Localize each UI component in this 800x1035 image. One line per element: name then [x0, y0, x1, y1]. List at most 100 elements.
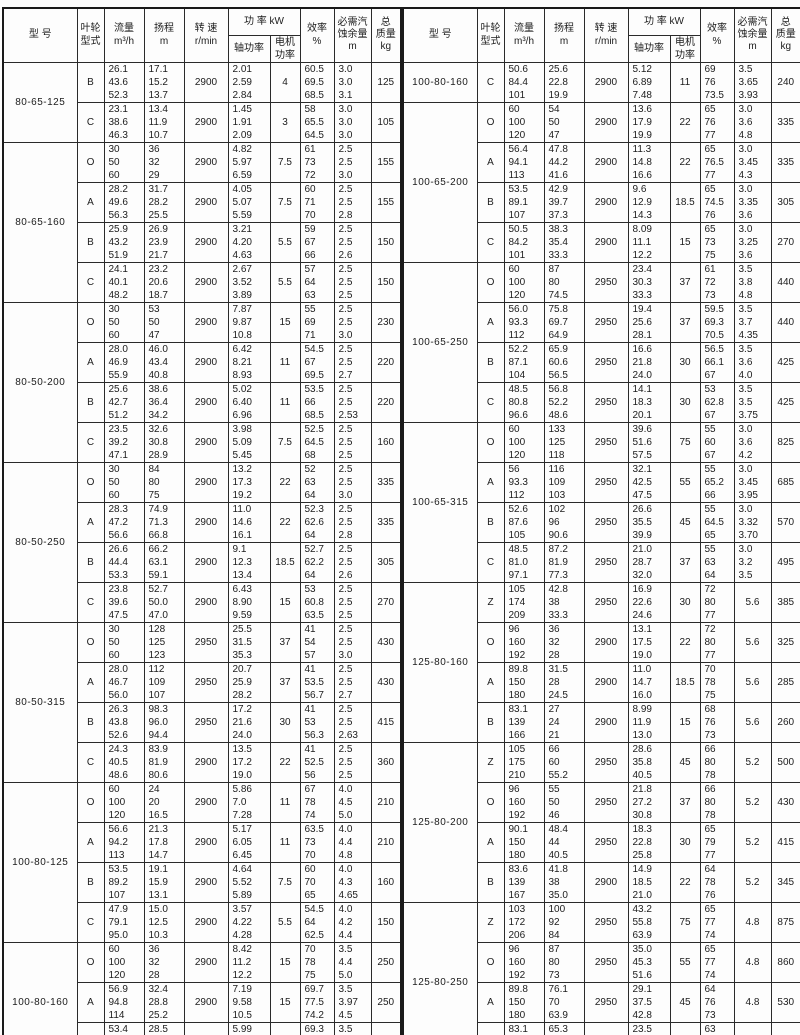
efficiency-cell-value: 64.5 — [704, 516, 724, 528]
efficiency-cell-value: 54.5 — [304, 343, 324, 355]
efficiency-cell: 55 64.5 65 — [699, 501, 735, 543]
npsh-cell-value: 4.8 — [738, 289, 753, 301]
shaft-power-cell: 6.42 8.21 8.93 — [227, 341, 271, 383]
head-cell-value: 90.6 — [548, 529, 568, 541]
head-cell: 21.3 17.8 14.7 — [143, 821, 185, 863]
head-cell-value: 25.6 — [548, 63, 568, 75]
flow-cell-value: 46.9 — [108, 356, 128, 368]
head-cell-value: 41.8 — [548, 863, 568, 875]
npsh-cell: 3.0 3.0 3.0 — [333, 101, 372, 143]
flow-cell: 50.5 84.2 101 — [503, 221, 545, 263]
motor-power-cell: 75 — [669, 421, 701, 463]
efficiency-cell-value: 78 — [304, 956, 316, 968]
shaft-power-cell: 9.1 12.3 13.4 — [227, 541, 271, 583]
efficiency-cell-value: 78 — [704, 876, 716, 888]
head-cell: 31.5 28 24.5 — [543, 661, 585, 703]
motor-power-cell: 7.5 — [269, 141, 301, 183]
head-cell: 65.9 60.6 56.5 — [543, 341, 585, 383]
mass-cell: 530 — [770, 981, 800, 1023]
shaft-power-cell: 9.6 12.9 14.3 — [627, 181, 671, 223]
shaft-power-cell-value: 43.2 — [632, 903, 652, 915]
efficiency-cell-value: 64 — [304, 489, 316, 501]
motor-power-cell: 45 — [669, 741, 701, 783]
spec-block-row: O 96 160 192 36 32 28 2900 13.1 17.5 19.0 22 72 80 77 5… — [403, 621, 800, 663]
efficiency-cell: 69.7 77.5 74.2 — [299, 981, 335, 1023]
efficiency-cell: 68 76 73 — [699, 701, 735, 743]
mass-cell: 155 — [370, 141, 402, 183]
head-cell-value: 29 — [148, 169, 160, 181]
flow-cell: 26.1 43.6 52.3 — [103, 61, 145, 103]
head-cell-value: 28.9 — [148, 449, 168, 461]
flow-cell: 83.6 139 167 — [503, 861, 545, 903]
head-cell-value: 25.5 — [148, 209, 168, 221]
shaft-power-cell-value: 5.59 — [232, 209, 252, 221]
shaft-power-cell-value: 9.1 — [232, 543, 247, 555]
motor-power-cell: 18.5 — [669, 181, 701, 223]
head-cell: 55 50 46 — [543, 781, 585, 823]
efficiency-cell-value: 59.5 — [704, 303, 724, 315]
flow-cell-value: 89.1 — [508, 196, 528, 208]
impeller-type-cell: Z — [476, 741, 505, 783]
shaft-power-cell-value: 16.1 — [232, 529, 252, 541]
shaft-power-cell: 43.2 55.8 63.9 — [627, 901, 671, 943]
flow-cell-value: 100 — [108, 956, 126, 968]
head-cell-value: 24 — [548, 716, 560, 728]
efficiency-cell: 63.5 73 70 — [299, 821, 335, 863]
mass-cell: 220 — [370, 341, 402, 383]
head-cell-value: 81.9 — [548, 556, 568, 568]
head-cell-value: 38 — [548, 876, 560, 888]
head-cell-value: 17.8 — [148, 836, 168, 848]
efficiency-cell: 52.3 62.6 64 — [299, 501, 335, 543]
mass-cell: 335 — [770, 141, 800, 183]
npsh-cell-value: 2.53 — [338, 409, 358, 421]
flow-cell: 23.5 39.2 47.1 — [103, 421, 145, 463]
efficiency-cell: 70 78 75 — [699, 661, 735, 703]
head-cell-value: 44 — [548, 836, 560, 848]
head-cell: 15.0 12.5 10.3 — [143, 901, 185, 943]
impeller-type-cell: A — [476, 821, 505, 863]
col-header-head: 扬程 m — [543, 7, 585, 63]
npsh-cell: 3.0 3.32 3.70 — [733, 501, 772, 543]
flow-cell-value: 120 — [508, 449, 526, 461]
efficiency-cell-value: 67 — [704, 449, 716, 461]
flow-cell-value: 60 — [108, 649, 120, 661]
npsh-cell-value: 4.4 — [338, 836, 353, 848]
motor-power-cell: 15 — [669, 221, 701, 263]
impeller-type-cell: A — [476, 981, 505, 1023]
head-cell: 98.3 96.0 94.4 — [143, 701, 185, 743]
head-cell-value: 63.1 — [148, 556, 168, 568]
spec-block-row: 80-65-125 B 26.1 43.6 52.3 17.1 15.2 13.7 2900 2.… — [2, 61, 402, 143]
head-cell-value: 10.3 — [148, 929, 168, 941]
npsh-cell-value: 4.0 — [338, 903, 353, 915]
efficiency-cell: 69 76 73.5 — [699, 61, 735, 103]
head-cell-value: 20.6 — [148, 276, 168, 288]
npsh-cell: 3.0 3.45 3.95 — [733, 461, 772, 503]
npsh-cell: 2.5 2.5 3.0 — [333, 621, 372, 663]
shaft-power-cell-value: 4.20 — [232, 236, 252, 248]
flow-cell-value: 51.9 — [108, 249, 128, 261]
npsh-cell-value: 3.93 — [738, 89, 758, 101]
spec-block-row: C 23.5 39.2 47.1 32.6 30.8 28.9 2900 3.98 5.09 5.4… — [3, 421, 402, 463]
efficiency-cell-value: 63 — [704, 556, 716, 568]
shaft-power-cell-value: 5.07 — [232, 196, 252, 208]
spec-block-row: B 26.6 44.4 53.3 66.2 63.1 59.1 2900 9.1 12.3 13.4… — [3, 541, 402, 583]
impeller-type-cell: B — [476, 1021, 505, 1035]
shaft-power-cell-value: 8.42 — [232, 943, 252, 955]
head-cell-value: 66 — [548, 743, 560, 755]
flow-cell-value: 83.6 — [508, 863, 528, 875]
head-cell-value: 38 — [548, 596, 560, 608]
efficiency-cell-value: 65.2 — [704, 476, 724, 488]
efficiency-cell-value: 64 — [304, 529, 316, 541]
npsh-cell-value: 3.6 — [738, 356, 753, 368]
efficiency-cell-value: 65 — [704, 903, 716, 915]
npsh-cell: 4.0 4.5 5.0 — [333, 781, 372, 823]
motor-power-cell: 22 — [669, 101, 701, 143]
head-cell-value: 17.1 — [148, 63, 168, 75]
efficiency-cell-value: 74.2 — [304, 1009, 324, 1021]
flow-cell-value: 23.5 — [108, 423, 128, 435]
efficiency-cell-value: 76 — [704, 716, 716, 728]
col-header-power: 功 率 kW — [227, 7, 301, 36]
mass-cell: 250 — [370, 981, 402, 1023]
flow-cell-value: 172 — [508, 916, 526, 928]
col-header-efficiency: 效率 % — [699, 7, 735, 63]
